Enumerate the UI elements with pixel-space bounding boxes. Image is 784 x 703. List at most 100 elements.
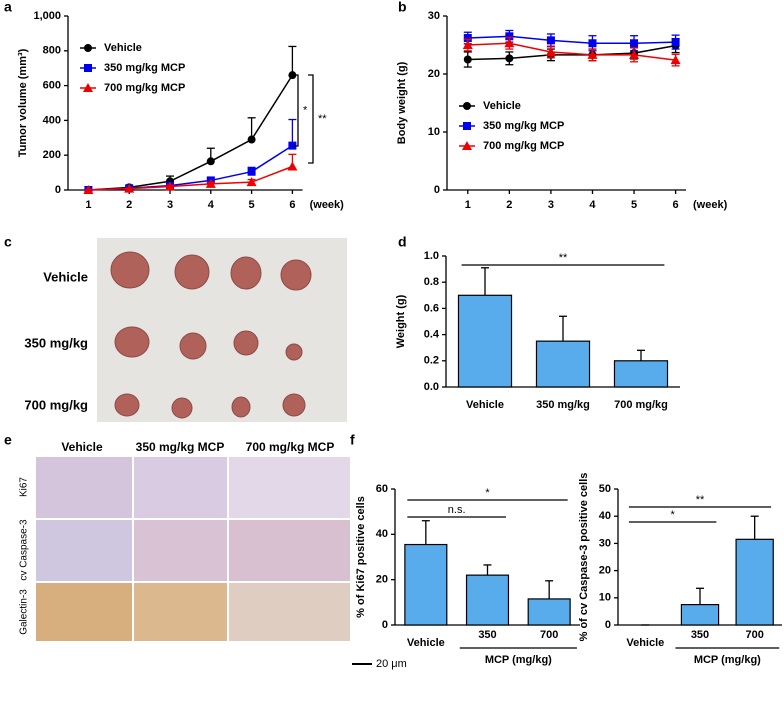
marker <box>124 183 135 193</box>
x-axis-label: MCP (mg/kg) <box>694 654 761 666</box>
x-axis-label: MCP (mg/kg) <box>485 654 552 666</box>
y-tick-label: 0.4 <box>424 329 440 341</box>
significance-label: ** <box>696 494 705 506</box>
marker <box>247 167 256 176</box>
significance-label: n.s. <box>448 504 466 516</box>
marker <box>246 177 257 187</box>
y-tick-label: 60 <box>376 483 388 495</box>
panel-letter: a <box>4 0 12 15</box>
line <box>467 42 676 61</box>
column-label: Vehicle <box>61 440 103 454</box>
y-tick-label: 20 <box>376 574 388 586</box>
error-bar <box>483 564 492 576</box>
y-axis-label: % of cv Caspase-3 positive cells <box>578 473 590 642</box>
bar <box>535 340 591 388</box>
panel-letter: c <box>4 234 12 250</box>
y-axis-label: Tumor volume (mm³) <box>17 48 29 157</box>
panel-letter: f <box>350 432 355 448</box>
error-bar <box>637 349 645 361</box>
x-tick-label: 700 mg/kg <box>614 399 668 411</box>
x-tick-label: 6 <box>673 199 679 211</box>
bar <box>457 294 513 388</box>
y-tick-label: 0.2 <box>424 355 439 367</box>
x-tick-label: 3 <box>167 199 173 211</box>
marker <box>629 49 640 59</box>
x-tick-label: 2 <box>126 199 132 211</box>
marker <box>165 181 175 191</box>
legend-label: Vehicle <box>483 100 521 112</box>
marker <box>670 55 681 65</box>
x-tick-label: 700 <box>745 629 763 641</box>
x-axis-label: (week) <box>693 199 728 211</box>
x-tick-label: 6 <box>289 199 295 211</box>
x-tick-label: 1 <box>85 199 91 211</box>
y-tick-label: 1,000 <box>33 10 61 22</box>
x-tick-label: Vehicle <box>466 399 504 411</box>
legend-marker <box>84 64 92 72</box>
marker <box>630 39 639 48</box>
x-axis-label: (week) <box>310 199 345 211</box>
y-tick-label: 400 <box>43 114 61 126</box>
marker <box>287 161 298 171</box>
legend-marker <box>463 122 471 130</box>
y-tick-label: 0 <box>605 619 611 631</box>
line <box>88 144 293 191</box>
x-tick-label: 4 <box>208 199 215 211</box>
marker <box>206 157 215 166</box>
significance-bracket <box>308 74 314 164</box>
significance-label: * <box>485 487 490 499</box>
marker <box>247 135 256 144</box>
error-bar <box>696 587 704 605</box>
row-label: cv Caspase-3 <box>19 519 30 581</box>
legend-marker <box>83 83 93 92</box>
x-tick-label: 4 <box>589 199 596 211</box>
error-bar <box>481 267 489 296</box>
marker <box>545 46 556 56</box>
significance-label: * <box>671 509 676 521</box>
y-tick-label: 0.8 <box>424 276 439 288</box>
line <box>467 44 676 61</box>
x-tick-label: 350 mg/kg <box>536 399 590 411</box>
y-tick-label: 50 <box>599 483 611 495</box>
x-tick-label: 3 <box>548 199 554 211</box>
legend-label: Vehicle <box>104 42 142 54</box>
row-label: Vehicle <box>43 269 88 284</box>
micrographs <box>36 457 350 641</box>
y-tick-label: 20 <box>599 565 611 577</box>
bar <box>404 543 448 626</box>
row-label: 700 mg/kg <box>24 397 88 412</box>
marker <box>505 54 514 63</box>
y-tick-label: 800 <box>43 45 61 57</box>
y-tick-label: 0 <box>382 619 388 631</box>
y-tick-label: 0.6 <box>424 302 439 314</box>
marker <box>588 39 597 48</box>
significance-bracket <box>293 74 299 147</box>
column-label: 350 mg/kg MCP <box>136 440 225 454</box>
panel-letter: d <box>398 234 407 250</box>
legend-marker <box>463 102 471 110</box>
y-axis-label: % of Ki67 positive cells <box>355 496 367 618</box>
legend-label: 350 mg/kg MCP <box>483 120 564 132</box>
significance-label: * <box>303 104 308 116</box>
y-tick-label: 0 <box>55 184 61 196</box>
panel-letter: e <box>4 432 12 448</box>
x-tick-label: 5 <box>249 199 255 211</box>
y-tick-label: 20 <box>428 68 440 80</box>
legend-label: 700 mg/kg MCP <box>104 82 185 94</box>
y-tick-label: 30 <box>428 10 440 22</box>
bar <box>527 598 571 626</box>
panel-letter: b <box>398 0 407 15</box>
marker <box>671 38 680 47</box>
y-tick-label: 40 <box>376 528 388 540</box>
legend-label: 350 mg/kg MCP <box>104 62 185 74</box>
bar <box>465 574 510 626</box>
error-bar <box>559 315 567 342</box>
marker <box>505 32 514 41</box>
x-tick-label: Vehicle <box>626 637 664 649</box>
bar <box>680 603 720 626</box>
bar <box>613 360 669 388</box>
marker <box>546 36 555 45</box>
y-tick-label: 0.0 <box>424 381 439 393</box>
significance-label: ** <box>318 113 327 125</box>
